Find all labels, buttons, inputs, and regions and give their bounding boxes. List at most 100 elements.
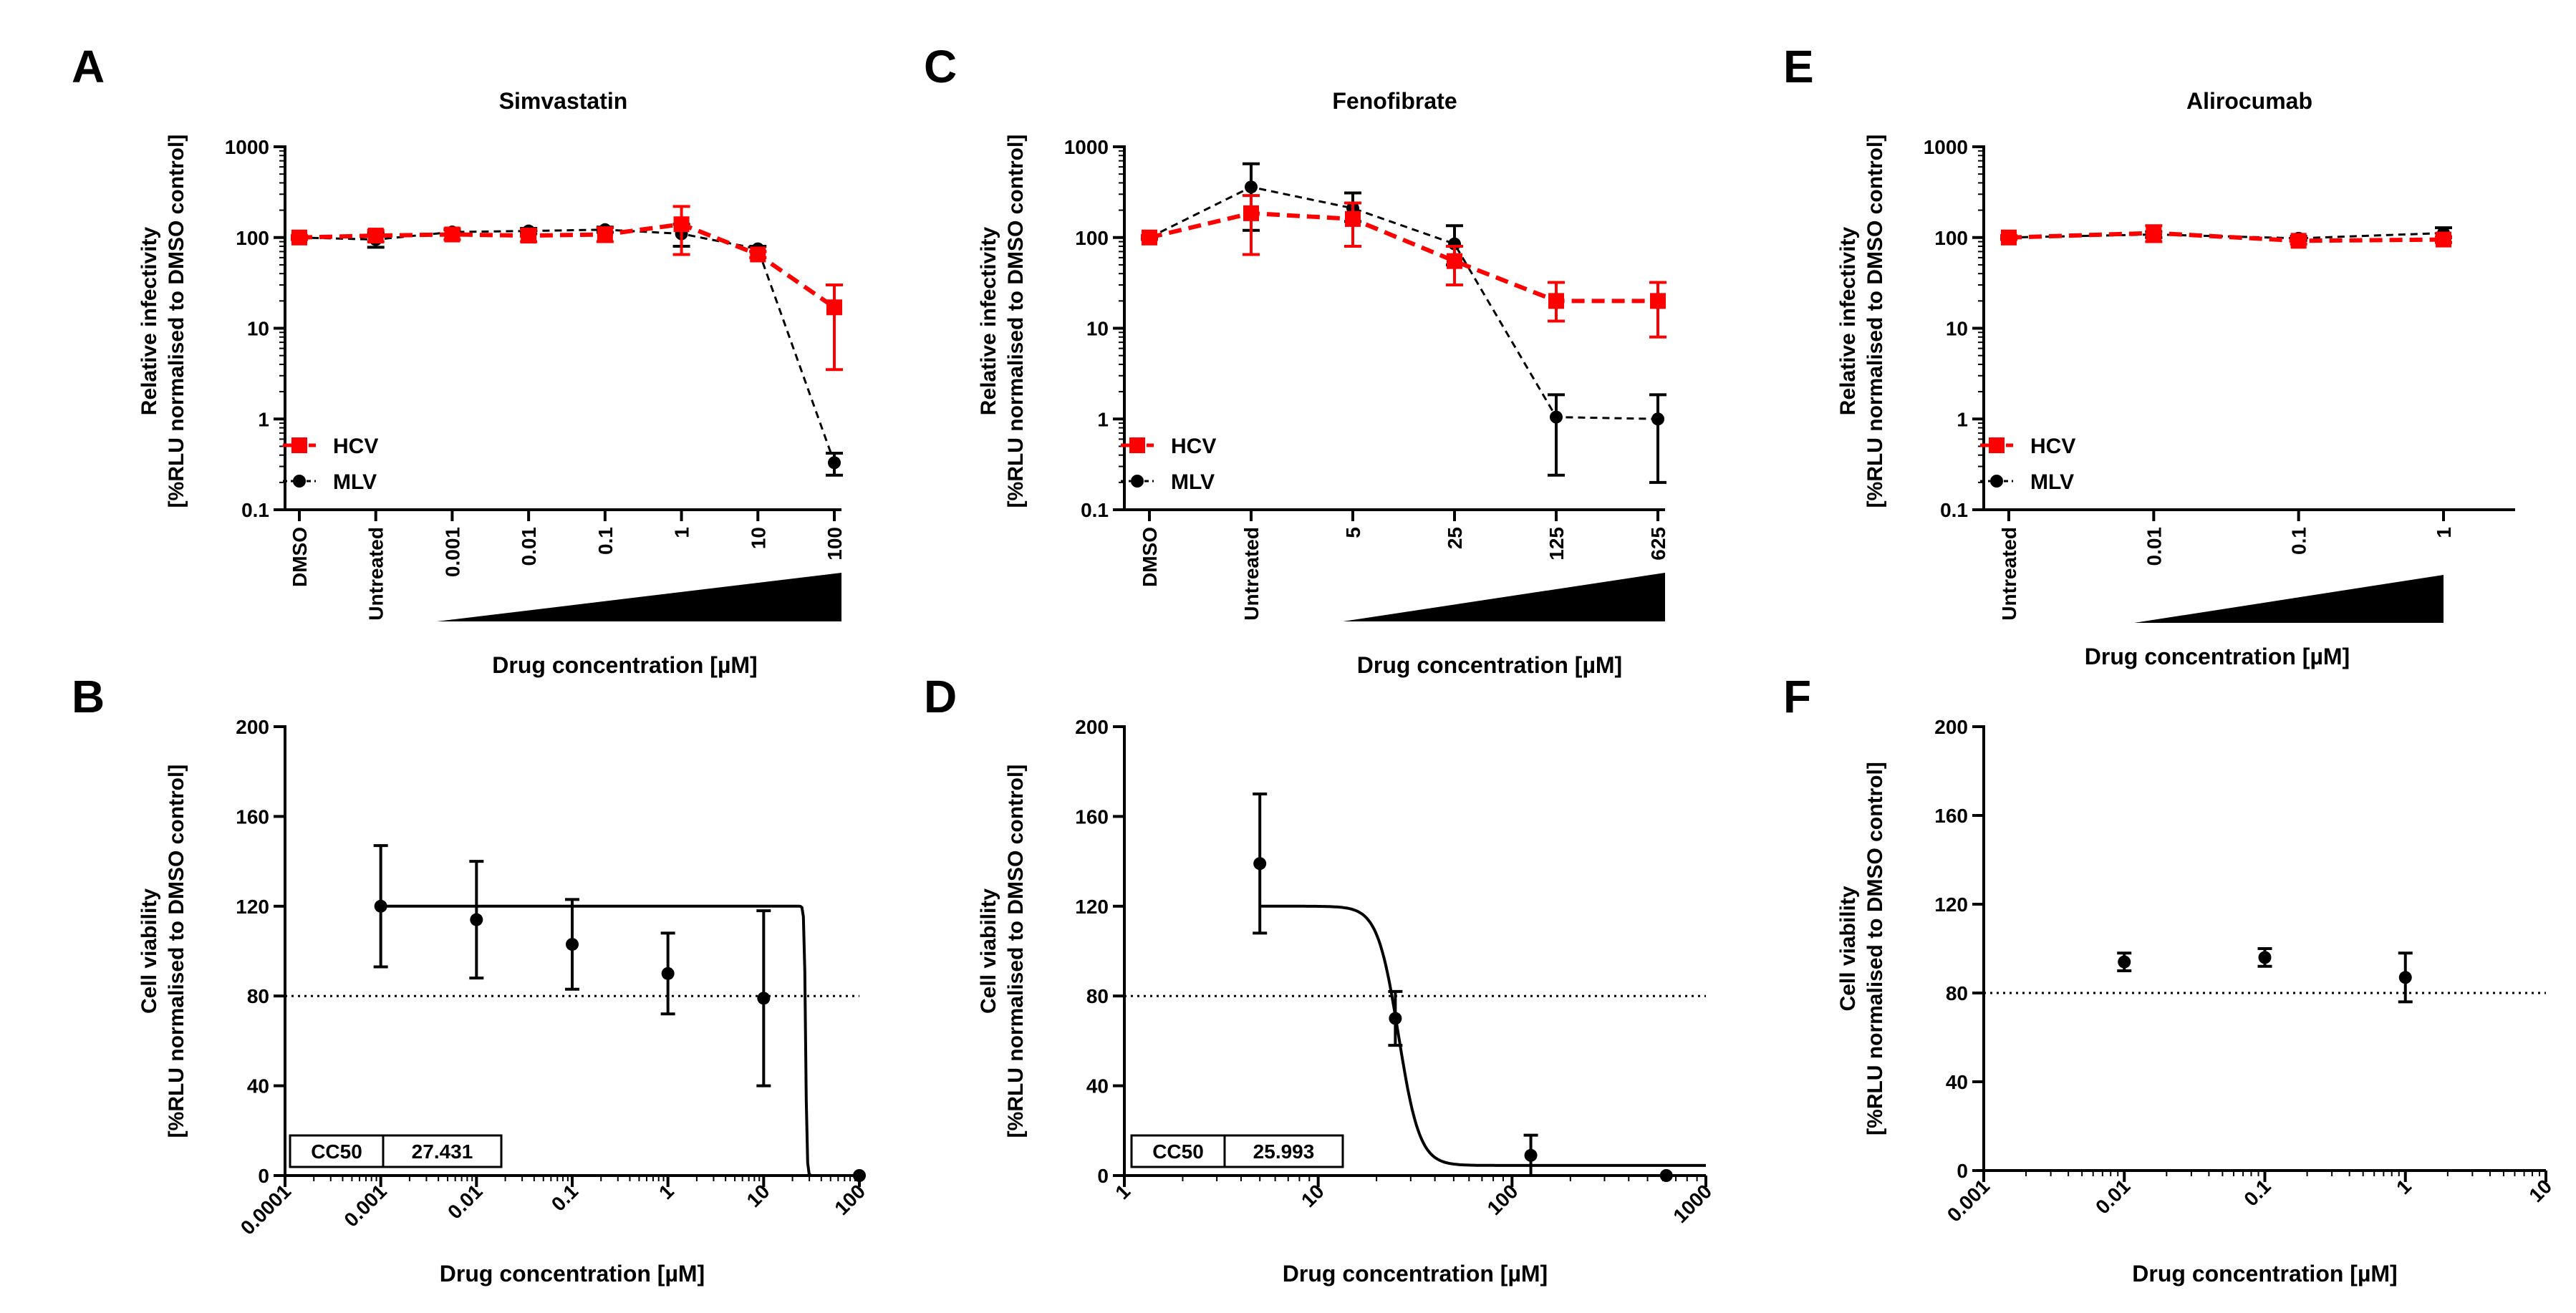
data-point [1142, 229, 1157, 246]
y-axis-label-line: Cell viability [138, 888, 161, 1014]
data-point [828, 456, 841, 470]
panel-letter: E [1783, 41, 1814, 92]
cc50-value: 27.431 [412, 1140, 473, 1163]
legend-label: MLV [333, 470, 377, 494]
data-point [2290, 233, 2307, 249]
series-line [2008, 231, 2444, 243]
data-point [1345, 210, 1361, 227]
x-tick-label: 10 [1297, 1180, 1328, 1211]
series-mlv [1141, 162, 1666, 484]
x-tick-label: 1 [655, 1180, 678, 1203]
y-tick-label: 160 [236, 805, 269, 828]
legend-marker [291, 437, 307, 453]
data-point [444, 226, 460, 243]
y-tick-label: 80 [1086, 985, 1109, 1007]
x-tick-label: 0.001 [1943, 1175, 1994, 1226]
data-point [521, 228, 537, 244]
legend-marker [1131, 475, 1144, 488]
x-tick-label: 10 [743, 1180, 774, 1211]
legend-marker [1989, 437, 2005, 453]
data-point [470, 913, 483, 926]
panel-b: B 0 40 80 120 160 200 0.0001 0.001 0.01 0.1 1 10 100 C… [72, 671, 869, 1287]
legend-label: HCV [333, 435, 378, 458]
data-point [853, 1169, 866, 1182]
x-tick-label: 0.001 [441, 527, 463, 577]
y-axis-label-line: [%RLU normalised to DMSO control] [1004, 135, 1028, 508]
y-tick-label: 0.1 [241, 499, 269, 521]
data-point [2118, 955, 2131, 969]
y-axis-label-line: Cell viability [1836, 886, 1860, 1011]
x-tick-label: 25 [1444, 527, 1466, 549]
data-point [597, 226, 613, 243]
concentration-wedge [2134, 575, 2444, 623]
legend: HCV MLV [1980, 435, 2075, 494]
x-tick-label: Untreated [1998, 527, 2020, 621]
x-tick-label: 1 [2433, 527, 2455, 538]
data-point [2398, 971, 2412, 984]
cc50-value: 25.993 [1253, 1140, 1315, 1163]
series-line [1149, 210, 1658, 304]
data-point [374, 899, 387, 913]
y-axis-label-line: [%RLU normalised to DMSO control] [165, 765, 188, 1138]
y-axis-label: Cell viability [%RLU normalised to DMSO c… [1836, 762, 1887, 1135]
x-tick-label: 5 [1342, 527, 1364, 538]
data-point [2436, 231, 2451, 248]
data-point [1447, 253, 1462, 269]
y-tick-label: 1 [1957, 408, 1968, 430]
series-hcv [1141, 194, 1666, 339]
x-axis-label: Drug concentration [µM] [492, 652, 757, 678]
x-tick-label: 0.01 [2143, 527, 2165, 566]
concentration-wedge [1343, 573, 1665, 621]
y-tick-label: 40 [1946, 1071, 1968, 1093]
x-tick-label: 125 [1545, 527, 1568, 561]
legend-marker [1129, 437, 1145, 453]
y-axis-label: Relative infectivity [%RLU normalised to … [977, 135, 1028, 508]
data-point [367, 228, 384, 244]
concentration-wedge [437, 573, 841, 621]
legend-marker [293, 475, 306, 488]
y-tick-label: 200 [1075, 716, 1109, 738]
y-tick-label: 1000 [1924, 136, 1968, 158]
y-tick-label: 120 [1934, 893, 1968, 916]
y-tick-label: 0 [1097, 1165, 1109, 1187]
y-tick-label: 1 [1097, 408, 1109, 430]
panel-c: C Fenofibrate 0.1 1 10 100 1000 DMSO Untreated 5 2… [924, 41, 1669, 678]
x-tick-label: 0.1 [547, 1180, 582, 1215]
y-axis-label-line: [%RLU normalised to DMSO control] [1863, 762, 1887, 1135]
y-tick-label: 1 [258, 408, 269, 430]
y-tick-label: 10 [1086, 318, 1109, 340]
y-axis-label: Cell viability [%RLU normalised to DMSO c… [977, 765, 1028, 1138]
panel-f: F 0 40 80 120 160 200 0.001 0.01 0.1 1 10 Cell viabi… [1783, 671, 2556, 1287]
x-axis-label: Drug concentration [µM] [1357, 652, 1622, 678]
y-tick-label: 100 [236, 227, 269, 249]
cc50-frame [289, 1134, 503, 1168]
data-point [1650, 293, 1666, 309]
y-tick-label: 0.1 [1940, 499, 1968, 521]
x-axis-label: Drug concentration [µM] [440, 1261, 705, 1287]
data-point [1524, 1148, 1538, 1162]
panel-d: D 0 40 80 120 160 200 1 10 100 1000 Cell viability[… [924, 671, 1716, 1287]
fit-curve [1260, 904, 1706, 1167]
legend-label: MLV [2030, 470, 2074, 494]
y-axis-label: Relative infectivity [%RLU normalised to … [138, 135, 188, 508]
legend-label: MLV [1171, 470, 1215, 494]
y-tick-label: 120 [236, 896, 269, 918]
y-tick-label: 80 [1946, 982, 1968, 1004]
y-tick-label: 40 [247, 1075, 269, 1098]
x-tick-label: 0.001 [339, 1180, 390, 1231]
data-point [1245, 180, 1258, 194]
chart-title: Alirocumab [2186, 88, 2312, 114]
y-tick-label: 200 [236, 716, 269, 738]
y-tick-label: 80 [247, 985, 269, 1007]
y-axis-label-line: [%RLU normalised to DMSO control] [1004, 765, 1028, 1138]
panel-letter: B [72, 671, 105, 722]
x-axis-label: Drug concentration [µM] [2132, 1261, 2397, 1287]
series-line [1149, 185, 1659, 420]
data-point [1651, 412, 1664, 426]
cc50-label: CC50 [1152, 1140, 1204, 1163]
y-tick-label: 0 [258, 1165, 269, 1187]
y-axis-label-line: [%RLU normalised to DMSO control] [165, 135, 188, 508]
panel-a: A Simvastatin 0.1 1 10 100 1000 DMSO Untreated 0.… [72, 41, 846, 678]
y-tick-label: 10 [247, 318, 269, 340]
data-point [566, 938, 579, 951]
